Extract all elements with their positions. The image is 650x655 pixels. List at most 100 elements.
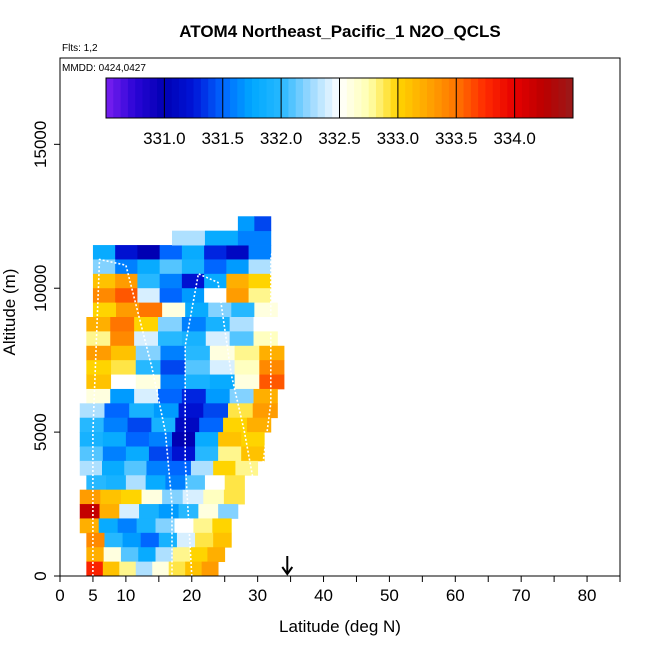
heatmap-cell (205, 331, 231, 347)
colorbar-swatch (310, 78, 319, 118)
latitude-marker-arrow (281, 556, 294, 576)
heatmap-cell (204, 475, 226, 491)
heatmap-cell (79, 417, 105, 433)
heatmap-cells (79, 216, 285, 577)
heatmap-cell (124, 460, 147, 476)
colorbar-swatch (390, 78, 399, 118)
heatmap-cell (226, 245, 249, 260)
heatmap-cell (259, 360, 285, 375)
colorbar-swatch (405, 78, 413, 118)
colorbar-swatch (178, 78, 187, 118)
heatmap-cell (172, 547, 191, 563)
colorbar-swatch (142, 78, 151, 118)
colorbar-swatch (441, 78, 450, 118)
heatmap-cell (198, 504, 219, 519)
heatmap-cell (234, 360, 260, 375)
colorbar-swatch (317, 78, 326, 118)
heatmap-cell (199, 417, 224, 433)
heatmap-cell (79, 460, 103, 476)
heatmap-cell (120, 489, 142, 505)
heatmap-cell (218, 432, 242, 447)
heatmap-cell (185, 561, 203, 577)
heatmap-cell (102, 446, 127, 462)
chart-subtitle-flights: Flts: 1,2 (62, 43, 98, 54)
heatmap-cell (104, 403, 130, 419)
heatmap-cell (92, 273, 116, 289)
heatmap-cell (178, 403, 204, 419)
chart-subtitle-dates: MMDD: 0424,0427 (62, 63, 146, 74)
colorbar-swatch (339, 78, 348, 118)
chart-title: ATOM4 Northeast_Pacific_1 N2O_QCLS (179, 22, 501, 41)
heatmap-cell (110, 317, 135, 332)
heatmap-cell (159, 273, 183, 289)
colorbar-swatch (157, 78, 165, 118)
heatmap-cell (86, 360, 112, 375)
colorbar-swatch (558, 78, 567, 118)
colorbar-swatch (551, 78, 559, 118)
colorbar-swatch (543, 78, 552, 118)
heatmap-cell (110, 331, 135, 347)
colorbar-swatch (565, 78, 574, 118)
heatmap-cell (158, 504, 179, 519)
heatmap-cell (253, 331, 278, 347)
colorbar-swatch (251, 78, 260, 118)
heatmap-cell (155, 518, 175, 534)
heatmap-cell (86, 317, 111, 332)
x-tick-label: 0 (55, 586, 64, 605)
heatmap-cell (134, 317, 159, 332)
x-tick-label: 70 (512, 586, 531, 605)
heatmap-cell (235, 460, 259, 476)
colorbar-swatch (193, 78, 202, 118)
heatmap-cell (248, 245, 272, 260)
heatmap-cell (117, 518, 137, 534)
colorbar-swatch (485, 78, 494, 118)
heatmap-cell (160, 374, 186, 390)
heatmap-cell (193, 518, 213, 534)
heatmap-cell (139, 302, 163, 318)
x-tick-label: 50 (380, 586, 399, 605)
y-tick-label: 5000 (31, 413, 50, 451)
heatmap-cell (152, 561, 170, 577)
colorbar-swatch (521, 78, 530, 118)
heatmap-cell (168, 460, 192, 476)
y-axis-label: Altitude (m) (0, 269, 19, 356)
heatmap-cell (185, 374, 211, 390)
colorbar-swatch (368, 78, 377, 118)
heatmap-cell (208, 302, 232, 318)
heatmap-cell (237, 216, 255, 232)
heatmap-cell (119, 504, 140, 519)
colorbar-swatch (448, 78, 457, 118)
heatmap-cell (86, 374, 112, 390)
colorbar-swatch (208, 78, 216, 118)
heatmap-cell (160, 345, 186, 361)
colorbar-swatch (230, 78, 238, 118)
colorbar-swatch (492, 78, 501, 118)
heatmap-cell (148, 446, 173, 462)
heatmap-cell (79, 518, 100, 534)
heatmap-cell (92, 288, 116, 304)
heatmap-cell (125, 446, 150, 462)
heatmap-cell (168, 561, 186, 577)
heatmap-cell (98, 518, 119, 534)
colorbar-swatch (303, 78, 311, 118)
colorbar-swatch (200, 78, 209, 118)
colorbar-swatch (536, 78, 545, 118)
heatmap-cell (86, 475, 107, 491)
colorbar-tick-label: 332.0 (260, 129, 303, 148)
colorbar-swatch (222, 78, 231, 118)
colorbar-swatch (361, 78, 370, 118)
colorbar-swatch (507, 78, 516, 118)
heatmap-cell (100, 489, 122, 505)
heatmap-cell (181, 317, 207, 332)
colorbar-swatch (288, 78, 297, 118)
heatmap-cell (185, 360, 211, 375)
heatmap-cell (160, 360, 186, 375)
heatmap-cell (172, 446, 196, 462)
heatmap-cell (203, 403, 229, 419)
heatmap-cell (99, 504, 120, 519)
heatmap-cell (213, 532, 232, 548)
heatmap-cell (162, 489, 184, 505)
colorbar-swatch (456, 78, 465, 118)
